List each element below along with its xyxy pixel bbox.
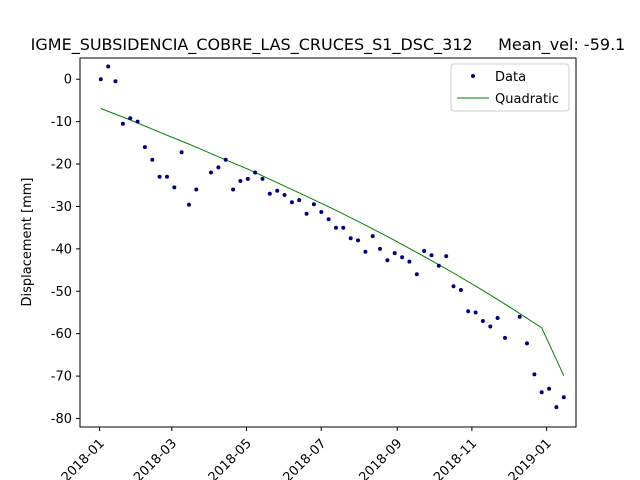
data-point [518, 315, 522, 319]
legend: Data Quadratic [451, 64, 569, 111]
data-point [496, 316, 500, 320]
data-point [136, 120, 140, 124]
data-point [246, 177, 250, 181]
y-tick-label: -50 [51, 285, 72, 300]
data-point [430, 253, 434, 257]
data-point [444, 254, 448, 258]
data-point [562, 395, 566, 399]
data-point [194, 188, 198, 192]
data-point [150, 158, 154, 162]
data-point [238, 179, 242, 183]
data-point [400, 255, 404, 259]
y-tick-label: -70 [51, 370, 72, 385]
chart-title: IGME_SUBSIDENCIA_COBRE_LAS_CRUCES_S1_DSC… [31, 35, 626, 55]
data-point [143, 145, 147, 149]
y-tick-label: -20 [51, 158, 72, 173]
y-axis-label: Displacement [mm] [20, 178, 35, 307]
data-point [297, 198, 301, 202]
data-point [172, 185, 176, 189]
data-point [363, 250, 367, 254]
legend-data-label: Data [495, 70, 526, 85]
y-tick-label: -30 [51, 200, 72, 215]
data-point [99, 77, 103, 81]
data-point [158, 175, 162, 179]
data-point [407, 260, 411, 264]
y-tick-label: -10 [51, 115, 72, 130]
y-tick-label: -60 [51, 327, 72, 342]
data-point [554, 405, 558, 409]
legend-data-marker [471, 74, 475, 78]
data-point [385, 258, 389, 262]
data-point [532, 372, 536, 376]
data-point [393, 251, 397, 255]
data-point [121, 122, 125, 126]
data-point [415, 272, 419, 276]
data-point [187, 203, 191, 207]
data-point [275, 189, 279, 193]
y-tick-label: -80 [51, 412, 72, 427]
data-point [165, 175, 169, 179]
data-point [305, 212, 309, 216]
data-point [341, 226, 345, 230]
data-point [378, 247, 382, 251]
data-point [437, 264, 441, 268]
data-point [216, 165, 220, 169]
data-point [356, 238, 360, 242]
data-point [253, 171, 257, 175]
data-point [319, 210, 323, 214]
data-point [312, 202, 316, 206]
data-point [371, 234, 375, 238]
data-point [422, 249, 426, 253]
data-point [481, 319, 485, 323]
data-point [128, 116, 132, 120]
data-point [474, 311, 478, 315]
data-point [224, 158, 228, 162]
data-point [106, 65, 110, 69]
legend-quadratic-label: Quadratic [495, 92, 559, 107]
data-point [290, 200, 294, 204]
data-point [459, 288, 463, 292]
data-point [466, 309, 470, 313]
data-point [180, 150, 184, 154]
data-point [525, 341, 529, 345]
data-point [327, 217, 331, 221]
data-point [334, 226, 338, 230]
y-tick-label: -40 [51, 242, 72, 257]
data-point [209, 171, 213, 175]
data-point [231, 188, 235, 192]
data-point [503, 336, 507, 340]
data-point [349, 236, 353, 240]
data-point [261, 177, 265, 181]
data-point [283, 193, 287, 197]
data-point [540, 390, 544, 394]
data-point [488, 325, 492, 329]
data-point [268, 192, 272, 196]
data-point [547, 387, 551, 391]
data-point [452, 284, 456, 288]
data-point [114, 79, 118, 83]
y-tick-label: 0 [64, 73, 72, 88]
